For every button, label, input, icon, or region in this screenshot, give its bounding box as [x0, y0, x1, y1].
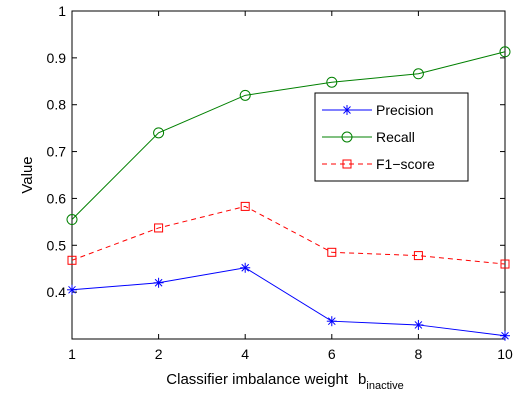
legend-item: Recall: [322, 129, 415, 145]
data-point: [499, 46, 511, 58]
data-point: [153, 127, 165, 139]
x-tick-4: 4: [241, 11, 249, 362]
x-tick-label: 10: [497, 346, 513, 362]
data-point: [413, 251, 423, 261]
x-tick-6: 6: [328, 11, 336, 362]
x-axis-label-symbol: b: [358, 371, 366, 388]
series-line: [71, 205, 506, 265]
x-axis-ticks: 1 2 4 6 8 10: [68, 11, 513, 362]
y-tick-label: 0.7: [47, 144, 67, 160]
y-tick-0.9: 0.9: [47, 50, 505, 66]
legend-marker: [341, 131, 353, 143]
x-axis-label-text: Classifier imbalance weight: [166, 371, 349, 388]
legend-marker: [342, 159, 352, 169]
data-point: [67, 255, 77, 265]
legend-label: F1−score: [376, 156, 435, 172]
x-tick-label: 1: [68, 346, 76, 362]
data-point: [500, 259, 510, 269]
legend-marker: [342, 105, 352, 115]
data-point: [327, 247, 337, 257]
series-layer: [66, 46, 511, 341]
y-tick-label: 0.6: [47, 190, 67, 206]
y-tick-label: 0.9: [47, 50, 67, 66]
legend-label: Precision: [376, 102, 434, 118]
y-tick-0.4: 0.4: [47, 284, 505, 300]
data-point: [154, 223, 164, 233]
data-point: [239, 89, 251, 101]
series-line: [71, 51, 506, 220]
x-axis-label-subscript: inactive: [366, 380, 403, 392]
y-tick-label: 0.5: [47, 237, 67, 253]
x-tick-label: 4: [241, 346, 249, 362]
series-1: [66, 46, 511, 226]
series-line: [71, 267, 506, 337]
legend: Precision Recall F1−score: [314, 92, 469, 182]
data-point: [500, 330, 510, 341]
y-tick-0.6: 0.6: [47, 190, 505, 206]
legend-label: Recall: [376, 129, 415, 145]
y-tick-label: 0.4: [47, 284, 67, 300]
x-tick-label: 6: [328, 346, 336, 362]
y-tick-0.5: 0.5: [47, 237, 505, 253]
y-axis-ticks: 0.4 0.5 0.6 0.7 0.8 0.9 1: [47, 3, 505, 300]
x-axis-label: Classifier imbalance weight binactive: [166, 371, 403, 392]
y-tick-1: 1: [58, 3, 505, 19]
data-point: [66, 214, 78, 226]
series-0: [67, 262, 510, 341]
series-2: [67, 201, 510, 269]
y-tick-0.8: 0.8: [47, 97, 505, 113]
x-tick-1: 1: [68, 11, 76, 362]
y-axis-label: Value: [19, 156, 36, 193]
data-point: [326, 316, 337, 327]
y-tick-0.7: 0.7: [47, 144, 505, 160]
data-point: [413, 319, 424, 330]
data-point: [153, 277, 164, 288]
y-tick-label: 1: [58, 3, 66, 19]
data-point: [240, 262, 251, 273]
data-point: [240, 201, 250, 211]
x-tick-label: 2: [155, 346, 163, 362]
legend-item: Precision: [322, 102, 434, 118]
x-tick-2: 2: [155, 11, 163, 362]
data-point: [67, 284, 77, 295]
legend-item: F1−score: [322, 156, 435, 172]
x-tick-label: 8: [415, 346, 423, 362]
x-tick-8: 8: [415, 11, 423, 362]
data-point: [412, 68, 424, 80]
data-point: [326, 76, 338, 88]
y-tick-label: 0.8: [47, 97, 67, 113]
